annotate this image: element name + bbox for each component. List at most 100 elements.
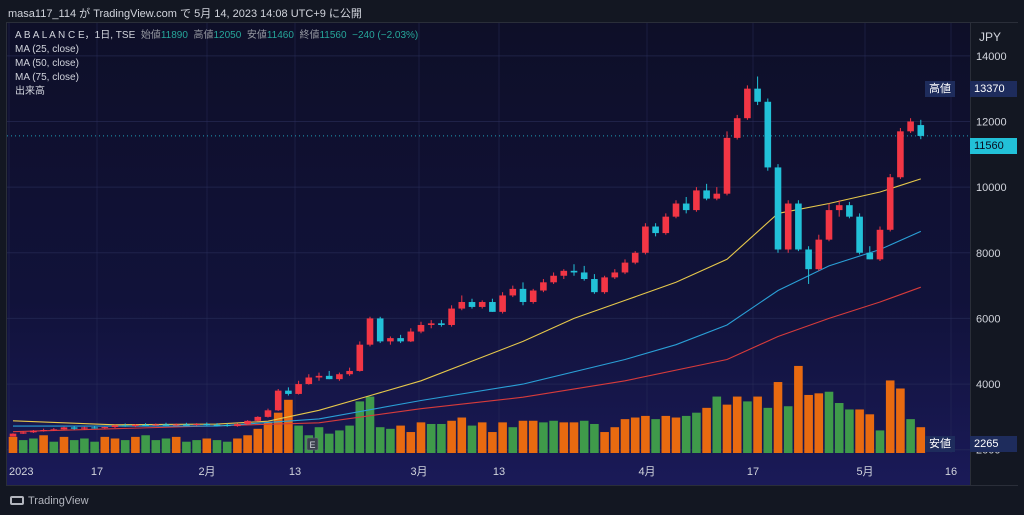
candle-body xyxy=(570,270,578,273)
candle-body xyxy=(244,420,251,425)
candle-body xyxy=(213,424,221,426)
volume-bar xyxy=(243,435,252,453)
volume-bar xyxy=(528,420,538,453)
candle-body xyxy=(876,229,884,260)
candle-body xyxy=(611,272,619,278)
volume-bar xyxy=(600,432,609,453)
time-tick-label: 13 xyxy=(493,466,505,478)
price-tick-label: 4000 xyxy=(976,379,1000,391)
ma50-line xyxy=(13,230,922,427)
volume-bar xyxy=(120,440,130,453)
volume-bar xyxy=(314,427,324,453)
legend-open-value: 11890 xyxy=(160,30,188,41)
volume-bar xyxy=(590,423,599,453)
price-tick-label: 8000 xyxy=(976,248,1000,260)
volume-bar xyxy=(488,432,497,453)
volume-bar xyxy=(906,419,915,453)
candle-body xyxy=(183,424,190,426)
candle-body xyxy=(642,226,649,253)
candle-body xyxy=(835,205,843,211)
legend-ma75[interactable]: MA (75, close) xyxy=(15,72,79,83)
candle-body xyxy=(81,427,88,429)
candle-body xyxy=(631,252,639,263)
candle-body xyxy=(193,424,200,426)
candle-body xyxy=(672,203,680,217)
candle-body xyxy=(744,88,751,119)
candle-body xyxy=(30,430,37,433)
candle-body xyxy=(203,424,211,426)
volume-bar xyxy=(681,415,691,453)
footer: TradingView xyxy=(0,486,1024,515)
price-tick-label: 6000 xyxy=(976,313,1000,325)
candle-body xyxy=(795,203,802,250)
volume-bar xyxy=(80,438,89,453)
legend-volume[interactable]: 出来高 xyxy=(15,86,45,97)
candle-body xyxy=(254,416,262,421)
volume-bar xyxy=(29,438,38,453)
candle-body xyxy=(234,424,241,427)
volume-bar xyxy=(610,427,620,453)
legend-ma50[interactable]: MA (50, close) xyxy=(15,58,79,69)
volume-bar xyxy=(794,365,803,453)
volume-bar xyxy=(263,422,273,453)
time-tick-label: 5月 xyxy=(856,466,873,478)
candle-body xyxy=(458,302,466,309)
price-pane[interactable]: E 2023 17 2月 13 3月 13 4月 17 5月 16 A B A L A N C E，… xyxy=(7,23,970,485)
candle-body xyxy=(274,390,282,411)
volume-bar xyxy=(192,440,201,453)
candle-body xyxy=(774,167,782,250)
volume-bar xyxy=(284,399,293,453)
price-axis[interactable]: JPY1400012000100008000600040002000 xyxy=(970,23,1018,485)
volume-bar xyxy=(651,419,660,453)
volume-bar xyxy=(671,417,681,453)
candle-body xyxy=(336,374,343,380)
candle-body xyxy=(264,410,272,417)
time-tick-label: 2023 xyxy=(9,466,33,478)
candle-body xyxy=(560,270,568,276)
legend-ma25[interactable]: MA (25, close) xyxy=(15,44,79,55)
volume-bar xyxy=(732,396,742,453)
volume-bar xyxy=(335,430,344,453)
candle-body xyxy=(580,272,588,280)
candle-body xyxy=(693,190,700,211)
chart-svg[interactable]: E 2023 17 2月 13 3月 13 4月 17 5月 16 xyxy=(7,23,970,485)
candle-body xyxy=(754,88,761,102)
candle-body xyxy=(417,324,425,332)
legend-close-value: 11560 xyxy=(319,30,347,41)
volume-bar xyxy=(141,435,150,453)
low-price-tag: 2265 xyxy=(970,436,1017,452)
candle-body xyxy=(519,288,527,303)
volume-bar xyxy=(324,433,334,453)
candle-body xyxy=(111,425,119,428)
high-tag-value: 13370 xyxy=(974,83,1005,95)
price-tick-label: 12000 xyxy=(976,116,1007,128)
volume-bar xyxy=(386,428,395,453)
volume-bar xyxy=(467,425,477,453)
volume-bar xyxy=(90,441,99,453)
candle-body xyxy=(366,318,374,345)
candle-body xyxy=(621,262,629,273)
volume-bar xyxy=(365,396,375,453)
volume-bar xyxy=(355,401,365,453)
legend-change: −240 (−2.03%) xyxy=(352,30,419,41)
earnings-marker-label: E xyxy=(309,440,315,450)
earnings-marker-box xyxy=(306,437,319,451)
volume-bar xyxy=(100,436,110,453)
volume-bar xyxy=(743,401,752,453)
candle-body xyxy=(601,277,608,293)
last-price-tag: 11560 xyxy=(970,138,1017,154)
last-price-value: 11560 xyxy=(974,140,1004,152)
legend-ohlc: A B A L A N C E，1日, TSE 始値11890 高値12050 … xyxy=(15,29,418,43)
candle-body xyxy=(315,375,323,378)
candle-body xyxy=(50,429,58,431)
tradingview-logo[interactable]: TradingView xyxy=(10,495,89,507)
volume-bar xyxy=(549,420,558,453)
time-tick-label: 2月 xyxy=(198,466,215,478)
volume-bar xyxy=(865,414,875,453)
candle-body xyxy=(805,249,812,270)
candle-body xyxy=(478,302,486,307)
candle-body xyxy=(846,205,853,217)
earnings-marker: E xyxy=(306,437,319,451)
volume-bar xyxy=(110,438,120,453)
volume-bar xyxy=(447,420,456,453)
